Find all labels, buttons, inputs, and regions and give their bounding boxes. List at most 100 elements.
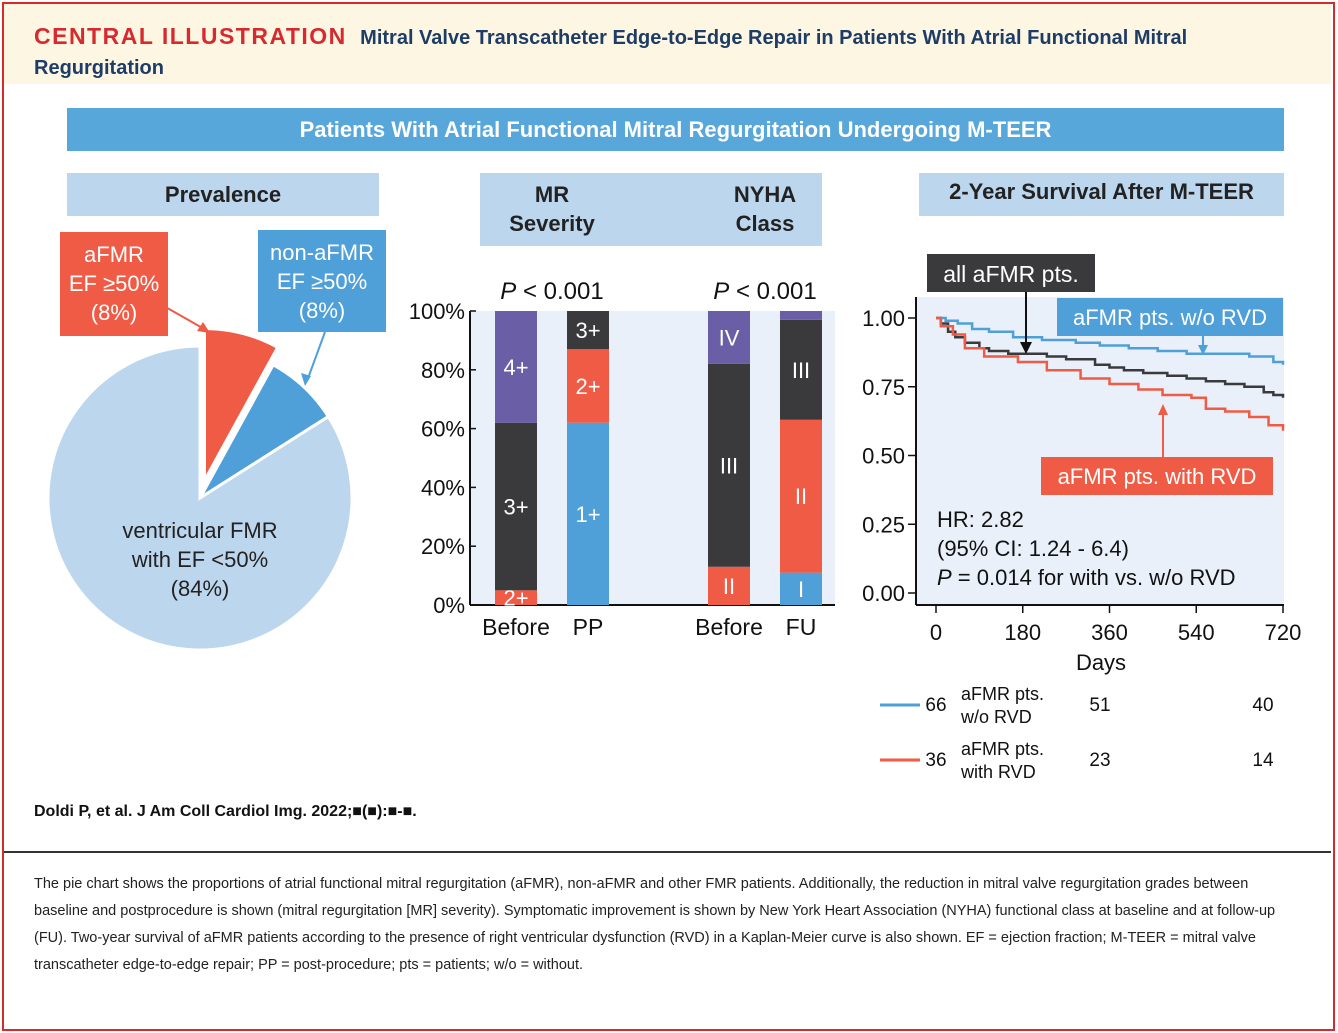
km-arrow-wo: [1198, 345, 1208, 355]
pie-slice-2: [46, 344, 354, 652]
bar-0-segment-0: [495, 590, 537, 605]
risk-row-1-label-2: with RVD: [960, 762, 1036, 782]
prevalence-header: Prevalence: [67, 173, 379, 216]
mr-pvalue: P < 0.001: [500, 278, 603, 305]
km-x-tick-1: 180: [1004, 620, 1041, 645]
risk-row-0-label-2: w/o RVD: [960, 707, 1032, 727]
km-arrow-with: [1158, 404, 1168, 415]
pie-label-vfmr-line-2: (84%): [171, 576, 230, 601]
bar-y-tick-0: 100%: [409, 299, 465, 324]
bar-2-label-1: III: [720, 453, 738, 478]
nyha-title-line-1: NYHA: [733, 182, 797, 207]
nyha-class-title: NYHA Class: [695, 180, 835, 238]
bar-x-label-1: PP: [573, 614, 604, 640]
mr-title-line-2: Severity: [509, 211, 595, 236]
bar-y-tick-5: 0%: [433, 593, 465, 618]
survival-header: 2-Year Survival After M-TEER: [919, 173, 1284, 216]
km-curve-1: [936, 316, 1285, 365]
bar-1-segment-1: [567, 349, 609, 423]
km-label-wo: aFMR pts. w/o RVD: [1073, 305, 1267, 330]
main-banner: Patients With Atrial Functional Mitral R…: [67, 108, 1284, 151]
bar-x-label-3: FU: [786, 614, 817, 640]
bar-2-segment-2: [708, 311, 750, 364]
risk-row-0-count-1: 51: [1089, 695, 1110, 716]
bar-x-label-0: Before: [482, 614, 550, 640]
km-x-label: Days: [1076, 650, 1126, 675]
km-y-tick-3: 0.25: [862, 512, 905, 537]
km-label-box-wo: [1057, 298, 1283, 336]
km-y-tick-0: 1.00: [862, 306, 905, 331]
pie-arrow-non-afmr: [301, 373, 311, 386]
header: CENTRAL ILLUSTRATION Mitral Valve Transc…: [4, 4, 1331, 84]
bar-y-tick-1: 80%: [421, 358, 465, 383]
risk-row-1-label-1: aFMR pts.: [961, 739, 1044, 759]
pie-label-non-afmr-line-2: (8%): [299, 298, 345, 323]
header-title: Mitral Valve Transcatheter Edge-to-Edge …: [34, 27, 1188, 79]
km-y-tick-4: 0.00: [862, 581, 905, 606]
bar-1-label-1: 2+: [575, 374, 600, 399]
bar-y-tick-4: 20%: [421, 534, 465, 559]
bar-0-segment-1: [495, 422, 537, 591]
bar-1-label-0: 1+: [575, 502, 600, 527]
mr-title-line-1: MR: [534, 182, 570, 207]
citation: Doldi P, et al. J Am Coll Cardiol Img. 2…: [34, 803, 417, 820]
pie-label-non-afmr-line-0: non-aFMR: [270, 240, 374, 265]
pie-label-box-non-afmr: [258, 230, 386, 332]
risk-row-1-count-1: 23: [1089, 750, 1110, 771]
pie-arrow-afmr: [197, 322, 210, 333]
charts-canvas: aFMR EF ≥50% (8%) non-aFMR EF ≥50% (8%) ventri…: [46, 230, 1302, 782]
bar-0-segment-2: [495, 311, 537, 423]
bar-1-segment-0: [567, 422, 609, 605]
nyha-title-line-2: Class: [735, 211, 795, 236]
bar-2-label-0: II: [723, 574, 735, 599]
pie-label-vfmr-line-1: with EF <50%: [131, 547, 268, 572]
km-label-all: all aFMR pts.: [943, 261, 1078, 287]
km-y-tick-1: 0.75: [862, 375, 905, 400]
km-curve-2: [936, 316, 1285, 431]
bar-2-label-2: IV: [719, 325, 740, 350]
pie-leader-non-afmr: [306, 331, 326, 382]
km-label-box-all: [927, 254, 1095, 292]
risk-row-1-count-0: 36: [925, 750, 946, 771]
km-arrow-all: [1020, 342, 1032, 354]
mr-severity-title: MR Severity: [480, 180, 624, 238]
mr-nyha-header: MR Severity NYHA Class: [480, 173, 822, 246]
pie-leader-afmr: [161, 304, 207, 331]
bar-y-tick-2: 60%: [421, 417, 465, 442]
risk-row-0-label-1: aFMR pts.: [961, 684, 1044, 704]
km-x-tick-0: 0: [930, 620, 942, 645]
bar-3-segment-0: [780, 572, 822, 605]
bar-3-label-2: III: [792, 358, 810, 383]
header-text: CENTRAL ILLUSTRATION Mitral Valve Transc…: [34, 22, 1294, 84]
bar-3-label-0: I: [798, 577, 804, 602]
risk-row-0-count-0: 66: [925, 695, 946, 716]
nyha-pvalue: P < 0.001: [713, 278, 816, 305]
divider: [4, 851, 1331, 853]
bar-3-segment-1: [780, 419, 822, 573]
pie-label-vfmr-line-0: ventricular FMR: [122, 518, 277, 543]
risk-row-1-count-2: 14: [1252, 750, 1274, 771]
bar-1-label-2: 3+: [575, 318, 600, 343]
pie-label-afmr-line-0: aFMR: [84, 242, 144, 267]
header-kicker: CENTRAL ILLUSTRATION: [34, 23, 347, 49]
km-y-tick-2: 0.50: [862, 444, 905, 469]
pie-label-afmr-line-2: (8%): [91, 300, 137, 325]
pie-label-box-afmr: [60, 232, 168, 336]
km-x-tick-3: 540: [1178, 620, 1215, 645]
bar-1-segment-2: [567, 311, 609, 350]
figure-caption: The pie chart shows the proportions of a…: [34, 876, 1276, 973]
km-x-tick-4: 720: [1265, 620, 1302, 645]
km-pvalue: P = 0.014 for with vs. w/o RVD: [937, 565, 1236, 590]
bar-2-segment-1: [708, 363, 750, 567]
km-hr-line-0: HR: 2.82: [937, 507, 1024, 532]
km-label-with: aFMR pts. with RVD: [1058, 464, 1257, 489]
km-hr-line-1: (95% CI: 1.24 - 6.4): [937, 536, 1129, 561]
bar-3-segment-3: [780, 311, 822, 320]
pie-label-non-afmr-line-1: EF ≥50%: [277, 269, 367, 294]
bar-3-label-1: II: [795, 484, 807, 509]
km-x-tick-2: 360: [1091, 620, 1128, 645]
pie-label-afmr-line-1: EF ≥50%: [69, 271, 159, 296]
bar-y-tick-3: 40%: [421, 475, 465, 500]
bar-0-label-2: 4+: [503, 355, 528, 380]
bar-x-label-2: Before: [695, 614, 763, 640]
